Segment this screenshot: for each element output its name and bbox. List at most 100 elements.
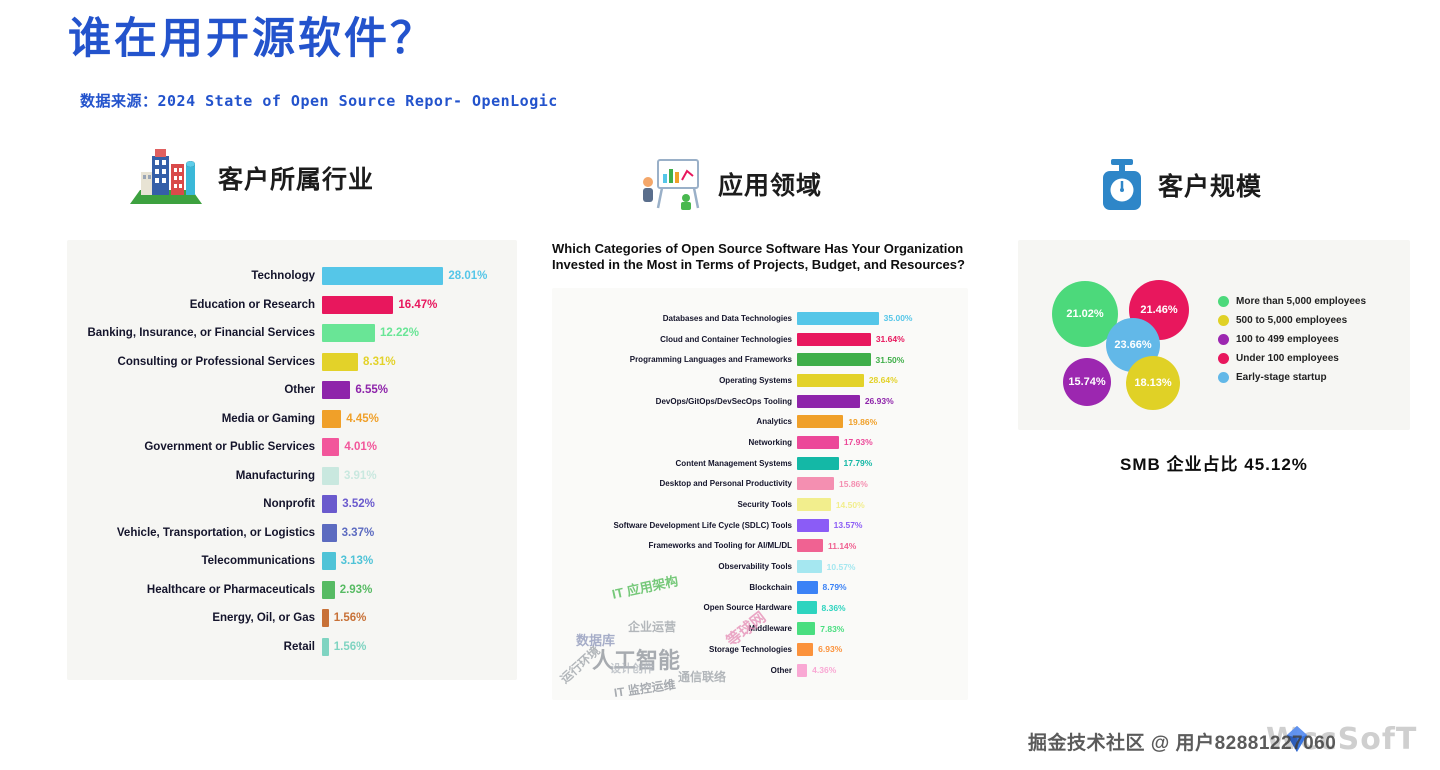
bar-row: Education or Research 16.47% xyxy=(67,291,517,320)
bar xyxy=(797,601,817,615)
bar-category-label: Vehicle, Transportation, or Logistics xyxy=(116,526,315,539)
bar-value-label: 4.01% xyxy=(344,441,377,454)
legend-dot xyxy=(1218,334,1229,345)
bar-row: DevOps/GitOps/DevSecOps Tooling 26.93% xyxy=(552,391,968,412)
bar-value-label: 2.93% xyxy=(339,583,373,596)
bar-category-label: Cloud and Container Technologies xyxy=(660,334,792,344)
legend-label: Under 100 employees xyxy=(1236,353,1339,364)
bar-value-label: 3.13% xyxy=(340,555,374,568)
section-label-industry: 客户所属行业 xyxy=(218,166,375,194)
bar-category-label: Software Development Life Cycle (SDLC) T… xyxy=(613,520,792,530)
bar-value-label: 7.83% xyxy=(820,623,845,634)
bar xyxy=(322,295,394,314)
bar-category-label: Networking xyxy=(748,437,792,447)
bar xyxy=(797,311,879,325)
bar-row: Databases and Data Technologies 35.00% xyxy=(552,308,968,329)
bar-category-label: Other xyxy=(284,384,315,397)
bar-category-label: Content Management Systems xyxy=(675,458,792,468)
bar-value-label: 12.22% xyxy=(379,327,419,340)
bar-row: Banking, Insurance, or Financial Service… xyxy=(67,319,517,348)
legend-dot xyxy=(1218,372,1229,383)
bar-category-label: Energy, Oil, or Gas xyxy=(212,612,315,625)
bar-row: Energy, Oil, or Gas 1.56% xyxy=(67,604,517,633)
bar xyxy=(322,409,342,428)
whiteboard-chart-icon xyxy=(638,156,704,212)
bar xyxy=(797,518,829,532)
bar-value-label: 3.52% xyxy=(342,498,375,511)
bar-value-label: 28.01% xyxy=(448,270,488,283)
bar-value-label: 13.57% xyxy=(833,520,863,531)
bar-row: Content Management Systems 17.79% xyxy=(552,453,968,474)
bar-row: Software Development Life Cycle (SDLC) T… xyxy=(552,515,968,536)
bar xyxy=(797,353,871,367)
bar xyxy=(322,381,351,400)
bar-category-label: Media or Gaming xyxy=(221,412,315,425)
bar-value-label: 31.50% xyxy=(875,354,905,365)
bar-category-label: Nonprofit xyxy=(263,498,315,511)
legend-item: 100 to 499 employees xyxy=(1218,334,1366,345)
bar-value-label: 17.93% xyxy=(843,437,873,448)
bar-value-label: 19.86% xyxy=(848,416,878,427)
application-chart-title: Which Categories of Open Source Software… xyxy=(552,241,965,273)
application-bar-chart: IT 应用架构 企业运营 数据库 人工智能 等球网 运行环境 设计创作 通信联络 IT 监控运维… xyxy=(552,288,968,700)
bar-value-label: 14.50% xyxy=(835,499,865,510)
bar-row: Open Source Hardware 8.36% xyxy=(552,598,968,619)
bubble: 18.13% xyxy=(1126,356,1180,410)
bar xyxy=(797,498,831,512)
legend-item: Under 100 employees xyxy=(1218,353,1366,364)
bar-category-label: Manufacturing xyxy=(235,469,315,482)
bar xyxy=(322,352,358,371)
bar-row: Nonprofit 3.52% xyxy=(67,490,517,519)
bar-row: Middleware 7.83% xyxy=(552,618,968,639)
bar xyxy=(322,552,336,571)
data-source-line: 数据来源：2024 State of Open Source Repor- Op… xyxy=(80,92,558,110)
bar-row: Programming Languages and Frameworks 31.5… xyxy=(552,349,968,370)
bar xyxy=(797,477,834,491)
bar xyxy=(322,438,340,457)
bar xyxy=(797,415,844,429)
bar xyxy=(322,637,329,656)
bar-category-label: Programming Languages and Frameworks xyxy=(629,355,792,365)
bar-category-label: Security Tools xyxy=(737,500,792,510)
legend-item: 500 to 5,000 employees xyxy=(1218,315,1366,326)
bar-row: Security Tools 14.50% xyxy=(552,494,968,515)
bar xyxy=(322,495,338,514)
bar xyxy=(797,435,839,449)
bar-row: Frameworks and Tooling for AI/ML/DL 11.14… xyxy=(552,536,968,557)
bar xyxy=(797,332,871,346)
bar-value-label: 4.45% xyxy=(346,412,379,425)
bar xyxy=(797,622,816,636)
bar-value-label: 3.91% xyxy=(343,469,377,482)
bar-value-label: 10.57% xyxy=(826,561,856,572)
bar-category-label: Education or Research xyxy=(189,298,315,311)
bar xyxy=(797,373,864,387)
bar-row: Healthcare or Pharmaceuticals 2.93% xyxy=(67,576,517,605)
bar-category-label: Databases and Data Technologies xyxy=(662,313,792,323)
legend-dot xyxy=(1218,296,1229,307)
legend-dot xyxy=(1218,315,1229,326)
bar-value-label: 1.56% xyxy=(333,612,367,625)
bar-category-label: Storage Technologies xyxy=(709,644,792,654)
page-title: 谁在用开源软件？ xyxy=(68,14,436,64)
gem-logo-icon xyxy=(1280,724,1314,759)
bar-row: Other 6.55% xyxy=(67,376,517,405)
bar-value-label: 15.86% xyxy=(839,478,868,489)
bar-value-label: 28.64% xyxy=(868,375,898,386)
watermark-text: 掘金技术社区 @ 用户82881227060 xyxy=(1028,733,1337,754)
legend-label: 100 to 499 employees xyxy=(1236,334,1339,345)
bar xyxy=(797,560,822,574)
bar-value-label: 16.47% xyxy=(398,298,438,311)
bar-row: Technology 28.01% xyxy=(67,262,517,291)
section-label-scale: 客户规模 xyxy=(1158,173,1263,201)
bar-row: Vehicle, Transportation, or Logistics 3.3… xyxy=(67,519,517,548)
bar-row: Other 4.36% xyxy=(552,660,968,681)
bar-value-label: 31.64% xyxy=(875,334,905,345)
bar-value-label: 8.31% xyxy=(363,355,396,368)
bar-row: Consulting or Professional Services 8.31% xyxy=(67,348,517,377)
legend-item: More than 5,000 employees xyxy=(1218,296,1366,307)
bar-category-label: Retail xyxy=(283,640,315,653)
legend-label: Early-stage startup xyxy=(1236,372,1327,383)
bar-category-label: Operating Systems xyxy=(719,375,792,385)
bar-row: Retail 1.56% xyxy=(67,633,517,662)
bar xyxy=(322,580,335,599)
